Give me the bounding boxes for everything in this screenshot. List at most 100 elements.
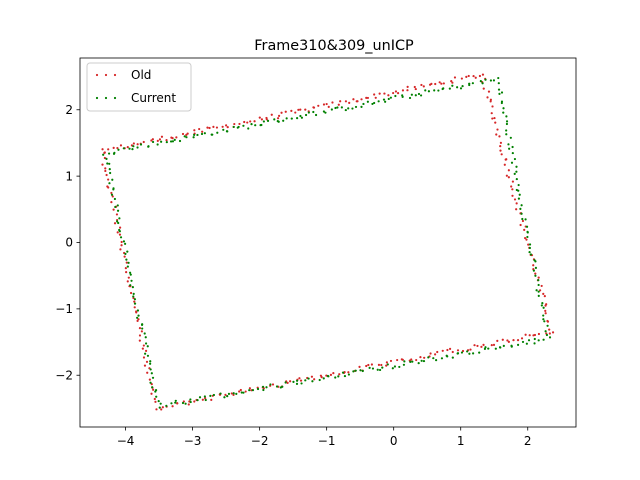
data-point-current	[198, 396, 202, 399]
data-point-old	[503, 163, 506, 166]
data-point-current	[222, 128, 225, 131]
data-point-current	[250, 123, 253, 126]
data-point-current	[282, 119, 285, 122]
data-point-old	[143, 364, 147, 367]
data-point-old	[519, 223, 522, 227]
data-point-current	[527, 339, 531, 342]
data-point-old	[499, 145, 502, 148]
data-point-current	[113, 151, 116, 154]
data-point-current	[417, 362, 420, 365]
data-point-old	[141, 347, 144, 350]
y-tick-label: −2	[55, 368, 73, 382]
data-point-current	[511, 145, 514, 149]
data-point-old	[294, 111, 297, 114]
data-point-old	[126, 146, 129, 149]
data-point-current	[502, 107, 505, 110]
data-point-old	[544, 312, 547, 315]
data-point-old	[537, 332, 541, 336]
data-point-current	[141, 327, 144, 330]
data-point-old	[112, 208, 115, 211]
data-point-old	[290, 109, 293, 112]
data-point-old	[327, 105, 330, 108]
data-point-old	[493, 116, 496, 120]
data-point-old	[344, 100, 348, 103]
data-point-old	[469, 348, 472, 351]
data-point-old	[473, 344, 476, 347]
data-point-old	[280, 111, 283, 114]
data-point-current	[484, 346, 487, 349]
data-point-old	[495, 133, 498, 136]
data-point-old	[396, 91, 400, 95]
data-point-current	[203, 132, 206, 135]
data-point-current	[240, 391, 243, 394]
data-point-old	[365, 96, 368, 99]
data-point-current	[542, 306, 545, 309]
data-point-old	[142, 140, 145, 144]
data-point-current	[174, 399, 177, 402]
data-point-current	[136, 309, 140, 312]
data-point-current	[534, 260, 537, 263]
data-point-old	[489, 98, 492, 101]
data-point-current	[497, 76, 500, 80]
data-point-current	[394, 94, 397, 98]
data-point-old	[210, 398, 213, 401]
data-point-old	[105, 173, 108, 177]
data-point-old	[271, 383, 275, 386]
data-point-current	[393, 365, 397, 368]
data-point-old	[387, 94, 390, 97]
data-point-old	[204, 397, 207, 400]
data-point-current	[141, 323, 144, 326]
data-point-old	[258, 116, 261, 119]
data-point-old	[515, 208, 518, 211]
data-point-current	[219, 392, 222, 395]
data-point-current	[515, 165, 518, 168]
x-tick-label: −2	[251, 434, 269, 448]
data-point-current	[151, 386, 154, 389]
data-point-old	[478, 74, 482, 78]
data-point-old	[512, 339, 515, 342]
data-point-current	[300, 116, 304, 119]
data-point-current	[151, 376, 155, 379]
data-point-current	[352, 370, 355, 373]
data-point-current	[535, 289, 538, 292]
data-point-current	[445, 354, 448, 357]
data-point-current	[401, 94, 404, 97]
data-point-old	[248, 387, 251, 390]
data-point-old	[125, 261, 128, 264]
data-point-current	[541, 302, 544, 305]
data-point-current	[277, 120, 280, 123]
data-point-current	[235, 392, 238, 395]
data-point-current	[526, 231, 529, 234]
data-point-old	[385, 361, 388, 364]
legend-entry-current: Current	[95, 91, 176, 105]
data-point-current	[108, 182, 111, 185]
data-point-old	[413, 85, 416, 89]
data-point-old	[392, 91, 395, 95]
data-point-current	[442, 87, 445, 90]
data-point-current	[116, 204, 119, 207]
data-point-old	[465, 75, 468, 78]
data-point-current	[468, 82, 471, 85]
data-point-old	[332, 372, 335, 375]
data-point-current	[484, 78, 487, 81]
data-point-current	[232, 125, 235, 129]
data-point-current	[508, 147, 511, 150]
data-point-current	[107, 152, 111, 155]
data-point-old	[142, 344, 145, 347]
data-point-old	[249, 120, 252, 123]
data-point-current	[513, 172, 516, 175]
data-point-current	[389, 96, 392, 99]
legend-entry-old: Old	[95, 68, 151, 82]
data-point-old	[347, 371, 350, 374]
data-point-current	[196, 399, 199, 402]
data-point-current	[371, 102, 374, 106]
data-point-old	[358, 365, 361, 368]
data-point-old	[151, 138, 154, 141]
legend-box	[86, 62, 192, 112]
data-point-old	[396, 358, 399, 362]
data-point-current	[518, 193, 521, 196]
data-point-current	[151, 140, 155, 144]
data-point-old	[110, 200, 113, 204]
data-point-current	[127, 261, 130, 264]
data-point-current	[511, 151, 514, 155]
